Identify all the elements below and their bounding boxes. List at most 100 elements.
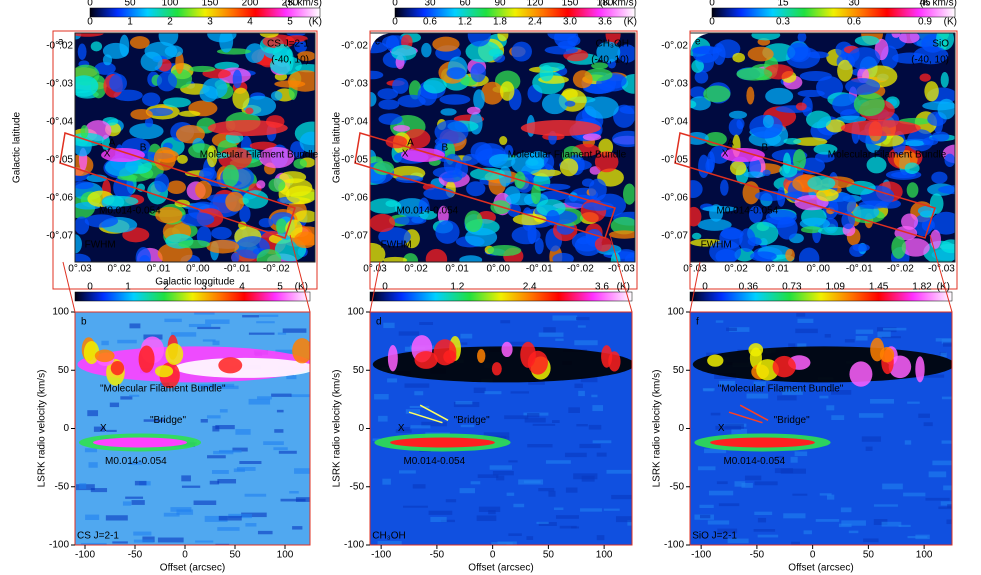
x-tick-label: -50 (128, 550, 143, 561)
emission (721, 148, 765, 162)
noise (726, 327, 737, 332)
noise (198, 384, 215, 390)
y-axis-label: LSRK radio velocity (km/s) (652, 370, 663, 488)
x-tick-label: 0°.03 (363, 264, 387, 275)
colorbar (369, 291, 633, 302)
y-tick-label: -0°.04 (661, 117, 688, 128)
emission (414, 351, 438, 369)
panel-letter: b (81, 317, 87, 328)
emission (180, 212, 215, 227)
noise (176, 509, 194, 515)
pv-map (75, 312, 310, 545)
noise (453, 402, 480, 408)
noise (907, 401, 920, 404)
emission (787, 42, 811, 63)
emission (488, 154, 516, 169)
noise (797, 343, 807, 349)
emission (443, 350, 457, 364)
emission (793, 137, 828, 146)
emission (500, 81, 515, 101)
colorbar (74, 291, 311, 302)
noise (615, 516, 632, 523)
noise (129, 461, 143, 465)
emission (743, 171, 766, 178)
emission (797, 89, 825, 98)
noise (209, 480, 220, 485)
emission (174, 357, 310, 378)
noise (877, 331, 891, 338)
noise (555, 338, 564, 341)
noise (241, 512, 267, 518)
noise (555, 515, 579, 519)
emission (814, 151, 835, 163)
emission (256, 249, 282, 262)
colorbar-tick-label: 30 (424, 0, 436, 9)
noise (257, 396, 272, 400)
emission (268, 178, 286, 192)
colorbar-unit: (K) (309, 17, 322, 28)
colorbar-tick-label: 2.4 (528, 17, 542, 28)
emission (605, 33, 621, 46)
emission (924, 81, 939, 102)
x-tick-label: 0°.01 (445, 264, 469, 275)
noise (865, 446, 873, 451)
noise (445, 499, 457, 503)
emission (610, 252, 621, 262)
noise (826, 494, 835, 500)
colorbar-tick-label: 150 (202, 0, 219, 9)
emission (749, 251, 777, 262)
noise (794, 451, 808, 457)
noise (170, 507, 192, 512)
emission (101, 148, 145, 162)
noise (940, 501, 952, 506)
emission (258, 218, 274, 228)
emission (242, 190, 269, 209)
emission (218, 147, 252, 170)
noise (164, 318, 182, 323)
map (690, 33, 955, 262)
emission (746, 86, 755, 105)
noise (592, 405, 604, 412)
colorbar-tick-label: 1 (127, 17, 133, 28)
colorbar-tick-label: 2 (163, 282, 169, 293)
noise (476, 515, 497, 522)
emission (944, 153, 955, 167)
emission (287, 70, 315, 92)
y-tick-label: -0°.05 (341, 155, 368, 166)
noise (473, 387, 486, 393)
noise (907, 536, 928, 539)
noise (206, 415, 221, 419)
noise (792, 493, 808, 496)
noise (532, 423, 556, 426)
noise (290, 394, 310, 398)
noise (200, 419, 208, 423)
panel-title: (-40, 10) (911, 55, 949, 66)
noise (788, 343, 796, 349)
noise (940, 352, 947, 358)
map-frame (74, 32, 316, 263)
noise (588, 424, 602, 430)
noise (470, 481, 481, 485)
emission (465, 227, 498, 247)
noise (105, 515, 128, 521)
noise (579, 443, 601, 449)
emission (75, 253, 91, 262)
emission (541, 93, 568, 115)
emission (83, 340, 100, 365)
noise (831, 389, 852, 395)
emission (499, 136, 508, 146)
annotation: B (442, 143, 449, 154)
panel-letter: f (696, 317, 699, 328)
noise (90, 488, 108, 493)
noise (754, 511, 773, 516)
y-tick-label: 50 (58, 365, 70, 376)
annotation: M0.014-0.054 (105, 456, 167, 467)
y-tick-label: -100 (344, 540, 364, 551)
colorbar-tick-label: 50 (124, 0, 136, 9)
emission (377, 88, 399, 100)
annotation: "Bridge" (150, 415, 186, 426)
noise (131, 500, 145, 505)
emission (467, 33, 491, 47)
noise (506, 492, 515, 496)
emission (370, 213, 396, 233)
